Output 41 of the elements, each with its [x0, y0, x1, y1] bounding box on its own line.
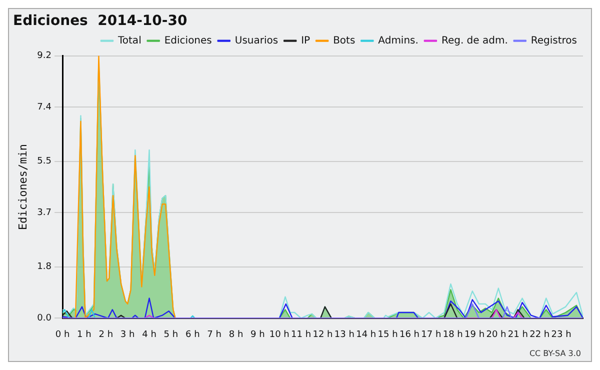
x-tick-label: 14 h	[356, 330, 376, 340]
x-tick-label: 17 h	[421, 330, 442, 340]
y-tick-label: 0.0	[37, 314, 52, 324]
x-tick-label: 3 h	[120, 330, 135, 340]
y-tick-label: 5.5	[37, 156, 52, 167]
x-tick-label: 8 h	[228, 330, 244, 340]
x-tick-label: 12 h	[312, 330, 333, 340]
x-tick-label: 21 h	[508, 330, 528, 340]
x-tick-label: 11 h	[291, 330, 312, 340]
legend-label: Bots	[333, 35, 356, 46]
y-tick-label: 7.4	[37, 102, 52, 112]
y-tick-label: 1.8	[37, 262, 52, 272]
x-tick-label: 16 h	[399, 330, 420, 340]
chart-title: Ediciones 2014-10-30	[13, 13, 188, 30]
x-tick-label: 20 h	[486, 330, 506, 340]
x-tick-label: 2 h	[98, 330, 114, 340]
y-tick-label: 3.7	[37, 208, 52, 218]
x-tick-label: 10 h	[269, 330, 290, 340]
x-tick-label: 19 h	[464, 330, 485, 340]
x-tick-label: 23 h	[551, 330, 572, 340]
y-tick-label: 9.2	[37, 51, 52, 62]
y-axis-title: Ediciones/min	[16, 144, 30, 230]
legend-label: Reg. de adm.	[441, 35, 508, 46]
legend-label: IP	[301, 35, 310, 46]
x-tick-label: 15 h	[378, 330, 398, 340]
x-tick-label: 1 h	[77, 330, 92, 340]
x-tick-label: 5 h	[164, 330, 178, 340]
legend-label: Registros	[530, 35, 578, 46]
legend-label: Total	[116, 35, 142, 46]
x-tick-label: 13 h	[334, 330, 354, 340]
x-tick-label: 18 h	[442, 330, 463, 340]
legend-label: Ediciones	[164, 35, 212, 46]
x-tick-label: 4 h	[142, 330, 156, 340]
legend-label: Usuarios	[234, 35, 278, 46]
legend-label: Admins.	[378, 35, 418, 46]
x-tick-label: 6 h	[185, 330, 200, 340]
x-tick-label: 22 h	[530, 330, 550, 340]
x-tick-label: 0 h	[55, 330, 70, 340]
text: CC BY-SA 3.0	[529, 349, 581, 358]
x-tick-label: 7 h	[207, 330, 222, 340]
x-tick-label: 9 h	[250, 330, 265, 340]
